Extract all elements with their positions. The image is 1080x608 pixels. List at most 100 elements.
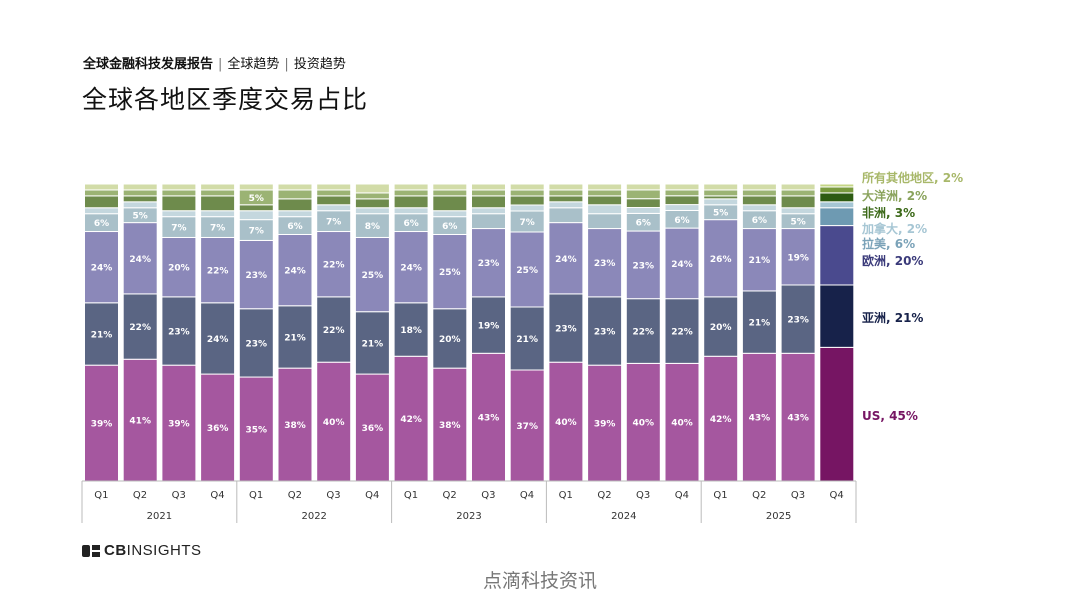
bar-segment-africa xyxy=(587,195,623,206)
bar-segment-europe xyxy=(161,236,197,298)
bar-segment-latam xyxy=(471,213,506,230)
bar-segment-other xyxy=(238,183,274,191)
x-tick-label: Q3 xyxy=(481,490,495,501)
x-tick-label: Q1 xyxy=(404,490,418,501)
bar-segment-africa xyxy=(354,198,390,209)
data-label: 6% xyxy=(636,219,651,229)
bar-segment-africa xyxy=(238,204,274,212)
x-tick-label: Q2 xyxy=(752,490,766,501)
bar-segment-other xyxy=(354,183,390,194)
bar-segment-us xyxy=(625,362,661,482)
x-tick-label: Q2 xyxy=(133,490,147,501)
bar-segment-africa xyxy=(161,195,197,212)
data-label: 40% xyxy=(555,418,577,428)
x-tick-label: Q3 xyxy=(172,490,186,501)
subsection-name: 投资趋势 xyxy=(293,57,346,72)
bar-segment-europe xyxy=(354,236,390,313)
bar-segment-asia xyxy=(122,293,158,360)
data-label: 6% xyxy=(287,222,302,232)
bar-segment-oceania xyxy=(122,189,158,197)
data-label: 24% xyxy=(555,255,577,265)
bar-segment-oceania xyxy=(587,189,623,197)
breadcrumb-separator: | xyxy=(284,57,289,72)
bar-segment-africa xyxy=(741,195,777,206)
data-label: 5% xyxy=(713,209,728,219)
year-label: 2025 xyxy=(766,511,791,522)
data-label: 7% xyxy=(249,227,264,237)
data-label: 39% xyxy=(594,420,616,430)
bar-segment-asia xyxy=(548,293,584,363)
bar-segment-canada xyxy=(84,207,119,215)
bar-segment-oceania xyxy=(664,189,700,197)
bar-segment-africa xyxy=(200,195,236,212)
bar-segment-africa xyxy=(316,195,352,206)
bar-segment-canada xyxy=(548,201,584,209)
data-label: 7% xyxy=(326,218,341,228)
bar-segment-canada xyxy=(587,204,623,215)
bar-segment-other xyxy=(587,183,623,191)
data-label: 22% xyxy=(129,323,151,333)
legend-item: 拉美, 6% xyxy=(862,236,915,251)
bar-segment-europe xyxy=(587,228,623,298)
bar-segment-other xyxy=(200,183,236,191)
legend-item: 大洋洲, 2% xyxy=(862,188,927,203)
bar-segment-europe xyxy=(122,222,158,295)
bar-segment-asia xyxy=(354,311,390,375)
bar-segment-canada xyxy=(664,204,700,211)
bar-segment-asia xyxy=(819,284,855,348)
data-label: 21% xyxy=(516,335,538,345)
bar-segment-canada xyxy=(509,204,545,212)
data-label: 23% xyxy=(555,325,577,335)
data-label: 23% xyxy=(478,259,500,269)
data-label: 36% xyxy=(362,424,384,434)
bar-segment-oceania xyxy=(509,189,545,197)
legend-item: 非洲, 3% xyxy=(862,205,915,220)
data-label: 21% xyxy=(749,319,771,329)
data-label: 43% xyxy=(749,414,771,424)
bar-segment-europe xyxy=(277,233,313,307)
bar-segment-asia xyxy=(432,308,468,369)
year-label: 2021 xyxy=(147,511,172,522)
bar-segment-europe xyxy=(703,219,739,298)
data-label: 20% xyxy=(710,323,732,333)
bar-segment-europe xyxy=(200,236,236,304)
x-tick-label: Q1 xyxy=(94,490,108,501)
data-label: 25% xyxy=(439,268,461,278)
bar-segment-africa xyxy=(819,192,855,203)
bar-segment-canada xyxy=(741,204,777,212)
data-label: 6% xyxy=(442,222,457,232)
bar-segment-oceania xyxy=(741,189,777,197)
bar-segment-oceania xyxy=(354,192,390,200)
year-label: 2024 xyxy=(611,511,636,522)
bar-segment-other xyxy=(432,183,468,191)
bar-segment-canada xyxy=(122,201,158,209)
bar-segment-africa xyxy=(625,198,661,209)
bar-segment-oceania xyxy=(819,186,855,194)
bar-segment-canada xyxy=(161,210,197,218)
data-label: 38% xyxy=(439,421,461,431)
data-label: 37% xyxy=(516,422,538,432)
data-label: 19% xyxy=(478,322,500,332)
bar-segment-europe xyxy=(393,231,429,304)
year-label: 2023 xyxy=(456,511,481,522)
bar-segment-canada xyxy=(780,207,816,215)
bar-segment-other xyxy=(625,183,661,191)
data-label: 22% xyxy=(207,267,229,277)
bar-segment-oceania xyxy=(393,189,429,197)
data-label: 21% xyxy=(284,333,306,343)
bar-segment-other xyxy=(316,183,352,191)
bar-segment-us xyxy=(819,346,855,482)
x-tick-label: Q4 xyxy=(210,490,224,501)
data-label: 42% xyxy=(400,415,422,425)
data-label: 40% xyxy=(671,419,693,429)
data-label: 23% xyxy=(246,339,268,349)
legend-item: 亚洲, 21% xyxy=(862,311,923,325)
x-tick-label: Q4 xyxy=(830,490,844,501)
bar-segment-other xyxy=(780,183,816,191)
bar-segment-oceania xyxy=(316,189,352,197)
bar-segment-us xyxy=(703,355,739,482)
data-label: 24% xyxy=(129,255,151,265)
data-label: 5% xyxy=(249,194,264,204)
bar-segment-europe xyxy=(432,233,468,310)
